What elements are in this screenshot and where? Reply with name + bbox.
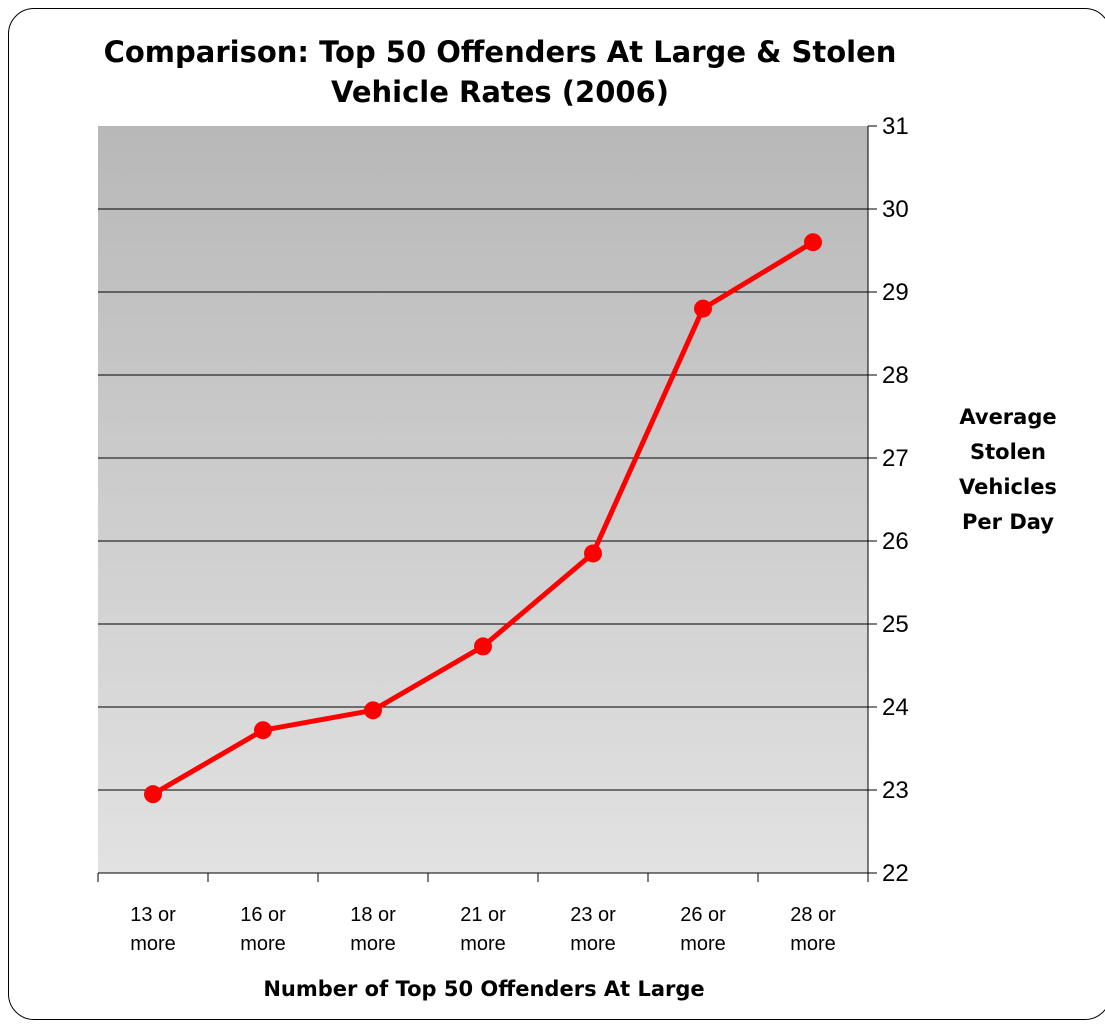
data-point xyxy=(474,637,492,656)
y-axis-title-line: Average xyxy=(959,405,1056,429)
data-point xyxy=(804,233,822,252)
y-tick-label: 30 xyxy=(882,196,909,223)
x-tick-label-line: more xyxy=(130,933,176,955)
chart-title-line-2: Vehicle Rates (2006) xyxy=(330,75,670,109)
plot-area xyxy=(98,126,868,873)
y-tick-label: 26 xyxy=(882,528,909,555)
y-axis-title-line: Stolen xyxy=(970,440,1046,464)
axes xyxy=(97,125,877,882)
grid-lines xyxy=(98,208,868,791)
x-tick-label-line: 21 or xyxy=(460,904,506,926)
y-tick-label: 24 xyxy=(882,694,909,721)
x-tick-label-line: more xyxy=(460,933,506,955)
data-point xyxy=(584,544,602,563)
y-tick-label: 27 xyxy=(882,445,909,472)
data-point xyxy=(254,721,272,740)
data-point xyxy=(364,701,382,720)
chart-title-line-1: Comparison: Top 50 Offenders At Large & … xyxy=(103,35,897,69)
y-tick-label: 28 xyxy=(882,362,909,389)
series-markers xyxy=(144,233,822,804)
x-tick-label-line: 28 or xyxy=(790,904,836,926)
y-tick-label: 23 xyxy=(882,777,909,804)
x-tick-label-line: 18 or xyxy=(350,904,396,926)
x-tick-label: 26 or more xyxy=(680,904,726,955)
x-tick-label-line: 16 or xyxy=(240,904,286,926)
x-tick-label: 23 or more xyxy=(570,904,616,955)
y-tick-label: 22 xyxy=(882,860,909,887)
x-tick-label-line: more xyxy=(570,933,616,955)
data-point xyxy=(144,785,162,804)
x-tick-label-line: 23 or xyxy=(570,904,616,926)
x-tick-label: 18 or more xyxy=(350,904,396,955)
x-tick-label-line: 26 or xyxy=(680,904,726,926)
x-tick-label: 13 or more xyxy=(130,904,176,955)
x-tick-label: 16 or more xyxy=(240,904,286,955)
y-axis-title-line: Vehicles xyxy=(959,475,1057,499)
x-tick-label-line: more xyxy=(790,933,836,955)
y-tick-label: 31 xyxy=(882,113,909,140)
y-tick-label: 29 xyxy=(882,279,909,306)
y-axis-title: Average Stolen Vehicles Per Day xyxy=(959,405,1057,534)
chart-title: Comparison: Top 50 Offenders At Large & … xyxy=(40,32,960,112)
y-tick-label: 25 xyxy=(882,611,909,638)
y-tick-labels: 22 23 24 25 26 27 28 29 30 31 xyxy=(882,113,909,887)
x-tick-label-line: more xyxy=(680,933,726,955)
x-tick-label: 28 or more xyxy=(790,904,836,955)
x-tick-label: 21 or more xyxy=(460,904,506,955)
x-tick-label-line: more xyxy=(240,933,286,955)
data-point xyxy=(694,299,712,318)
y-axis-title-line: Per Day xyxy=(962,510,1054,534)
x-tick-label-line: 13 or xyxy=(130,904,176,926)
x-tick-label-line: more xyxy=(350,933,396,955)
x-axis-title: Number of Top 50 Offenders At Large xyxy=(263,977,704,1001)
